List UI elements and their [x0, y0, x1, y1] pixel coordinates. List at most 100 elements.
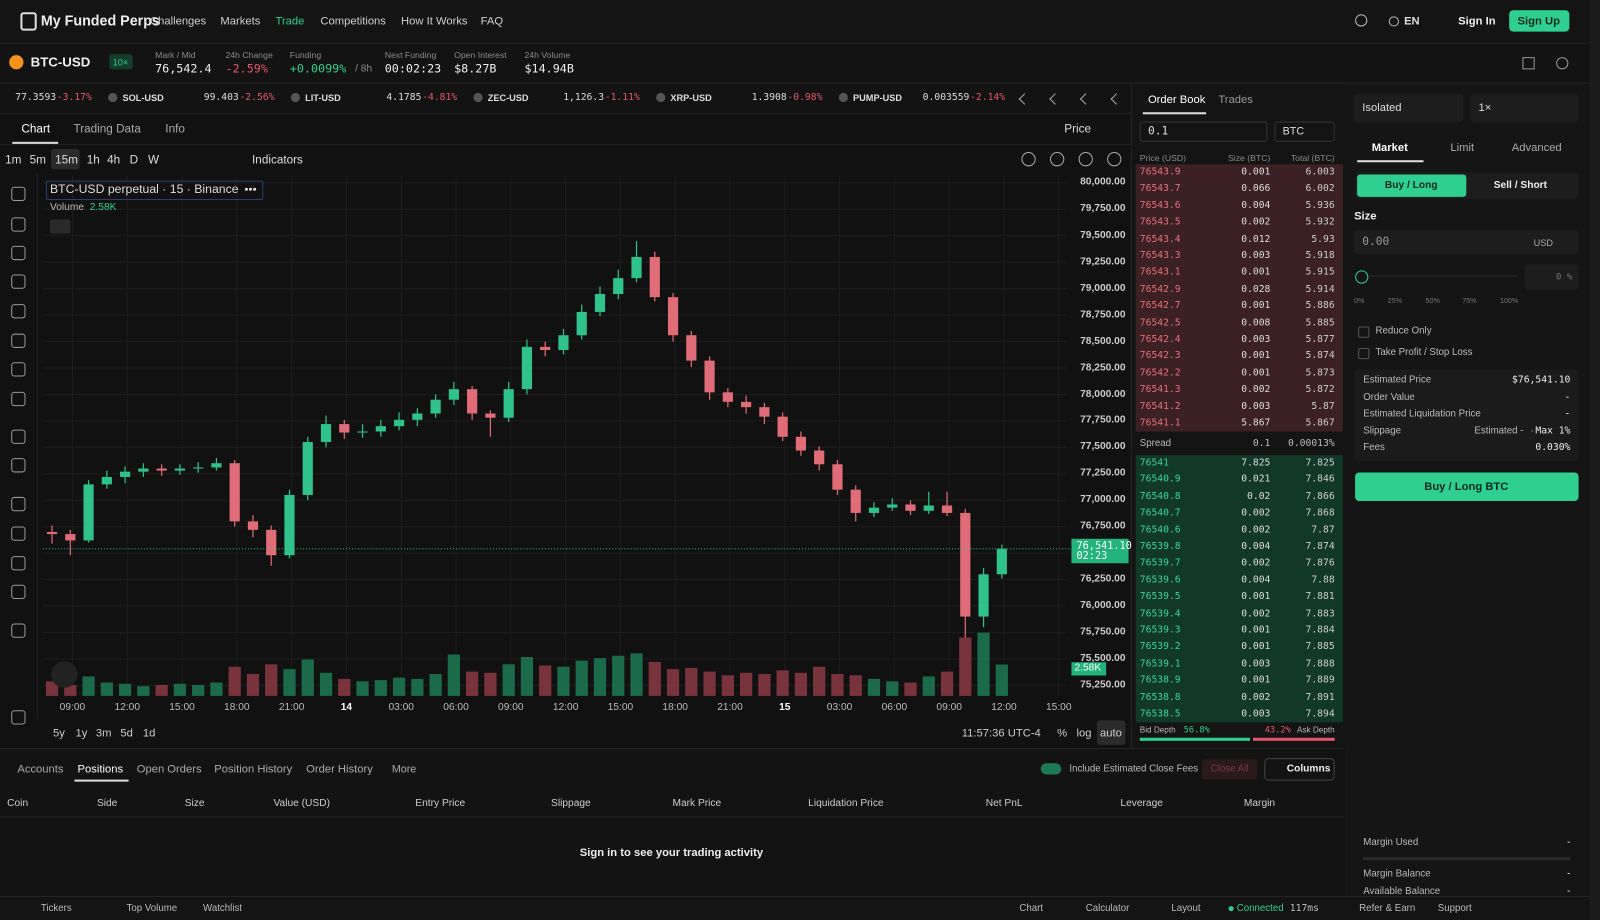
range[interactable]: 3m — [95, 727, 112, 740]
chart-tab[interactable]: Info — [165, 123, 185, 136]
tool-icon[interactable] — [11, 584, 26, 599]
order-type[interactable]: Advanced — [1511, 141, 1562, 155]
interval[interactable]: 1m — [5, 154, 22, 167]
column-header[interactable]: Slippage — [551, 797, 591, 810]
column-header[interactable]: Value (USD) — [273, 797, 330, 810]
columns[interactable]: Columns — [1286, 763, 1331, 775]
footer-link[interactable]: Support — [1437, 903, 1472, 915]
submit[interactable]: Buy / Long BTC — [1424, 480, 1509, 493]
sign-in[interactable]: Sign In — [1458, 15, 1496, 28]
book-tab[interactable]: Order Book — [1147, 93, 1206, 107]
column-header[interactable]: Mark Price — [672, 797, 722, 810]
side[interactable]: Sell / Short — [1493, 179, 1548, 191]
column-header[interactable]: Leverage — [1120, 797, 1163, 810]
checkbox[interactable] — [1358, 347, 1370, 360]
chart-tool-icon[interactable] — [1049, 152, 1065, 167]
tool-icon[interactable] — [11, 623, 26, 638]
tool-icon[interactable] — [11, 458, 26, 473]
footer-item[interactable]: Chart — [1019, 903, 1044, 915]
tool-icon[interactable] — [11, 496, 26, 512]
tool-icon[interactable] — [11, 333, 26, 348]
book-tab[interactable]: Trades — [1218, 93, 1253, 107]
nav-link[interactable]: Competitions — [320, 15, 386, 28]
ticker-symbol[interactable]: ZEC-USD — [487, 92, 529, 104]
chart-tab[interactable]: Chart — [21, 123, 51, 136]
order-type[interactable]: Limit — [1450, 141, 1475, 155]
more[interactable]: More — [391, 763, 417, 776]
footer-item[interactable]: Top Volume — [126, 903, 178, 915]
interval[interactable]: D — [129, 154, 139, 167]
submit-button[interactable] — [1355, 472, 1579, 502]
close-all[interactable]: Close All — [1210, 763, 1249, 775]
interval[interactable]: W — [147, 154, 160, 167]
chart-tool-icon[interactable] — [1078, 152, 1093, 167]
nav-link[interactable]: Trade — [275, 15, 305, 28]
slider-knob[interactable] — [1355, 270, 1369, 284]
collapse-button[interactable] — [49, 219, 71, 234]
nav-link[interactable]: Markets — [220, 15, 261, 28]
positions-tab[interactable]: Accounts — [17, 763, 64, 776]
side[interactable]: Buy / Long — [1384, 179, 1438, 191]
tool-icon[interactable] — [11, 526, 26, 541]
margin-select[interactable] — [1354, 93, 1464, 123]
buy-active[interactable] — [1357, 174, 1467, 197]
range[interactable]: 5d — [120, 727, 133, 740]
checkbox[interactable] — [1358, 326, 1370, 338]
leverage-select[interactable] — [1470, 93, 1579, 123]
tool-icon[interactable] — [11, 391, 26, 407]
column-header[interactable]: Size — [184, 797, 205, 810]
footer-item[interactable]: Watchlist — [203, 903, 243, 915]
footer-item[interactable]: Tickers — [40, 903, 72, 915]
sign-up-button[interactable] — [1509, 10, 1570, 32]
tool-icon[interactable] — [11, 710, 26, 725]
icon[interactable] — [1556, 57, 1569, 70]
symbol[interactable]: BTC-USD — [30, 54, 91, 70]
positions-tab[interactable]: Open Orders — [136, 763, 202, 776]
interval[interactable]: 4h — [107, 154, 121, 167]
nav-link[interactable]: FAQ — [480, 15, 504, 28]
columns-button[interactable] — [1264, 758, 1335, 781]
ticker-symbol[interactable]: SOL-USD — [122, 92, 164, 104]
tick-select[interactable] — [1139, 121, 1268, 142]
toggle[interactable] — [1040, 763, 1062, 775]
indicators[interactable]: Indicators — [252, 154, 303, 167]
interval[interactable]: 15m — [55, 154, 78, 167]
scale-option[interactable]: log — [1076, 727, 1092, 740]
close-all-button[interactable] — [1202, 759, 1258, 780]
range[interactable]: 5y — [53, 727, 65, 740]
chart-tool-icon[interactable] — [1107, 152, 1122, 167]
tool-icon[interactable] — [11, 304, 26, 319]
order-type[interactable]: Market — [1371, 141, 1408, 155]
positions-tab[interactable]: Order History — [306, 763, 373, 776]
ticker-symbol[interactable]: PUMP-USD — [853, 92, 903, 104]
scale-option[interactable]: auto — [1099, 727, 1122, 740]
ticker-symbol[interactable]: XRP-USD — [670, 92, 712, 104]
range[interactable]: 1y — [75, 727, 88, 740]
chart-tool-icon[interactable] — [1021, 152, 1036, 167]
unit-select[interactable] — [1274, 121, 1335, 142]
search-icon[interactable] — [1355, 14, 1368, 27]
tool-icon[interactable] — [11, 274, 26, 289]
price-toggle[interactable]: Price — [1064, 123, 1092, 136]
range[interactable]: 1d — [142, 727, 156, 740]
column-header[interactable]: Entry Price — [415, 797, 466, 810]
column-header[interactable]: Coin — [7, 797, 29, 810]
size-input[interactable] — [1354, 229, 1579, 255]
positions-tab[interactable]: Position History — [214, 763, 293, 776]
tool-icon[interactable] — [11, 217, 26, 232]
column-header[interactable]: Margin — [1243, 797, 1276, 810]
sign-up[interactable]: Sign Up — [1517, 15, 1560, 28]
column-header[interactable]: Liquidation Price — [808, 797, 884, 810]
interval[interactable]: 1h — [86, 154, 100, 167]
tool-icon[interactable] — [11, 245, 26, 261]
column-header[interactable]: Net PnL — [985, 797, 1023, 810]
column-header[interactable]: Side — [96, 797, 118, 810]
footer-link[interactable]: Refer & Earn — [1359, 903, 1416, 915]
icon[interactable] — [1522, 57, 1535, 70]
tool-icon[interactable] — [11, 186, 26, 202]
nav-link[interactable]: How It Works — [401, 15, 468, 28]
tool-icon[interactable] — [11, 429, 26, 444]
tool-icon[interactable] — [11, 556, 26, 571]
nav-link[interactable]: Challenges — [149, 15, 207, 28]
tool-icon[interactable] — [11, 362, 26, 377]
